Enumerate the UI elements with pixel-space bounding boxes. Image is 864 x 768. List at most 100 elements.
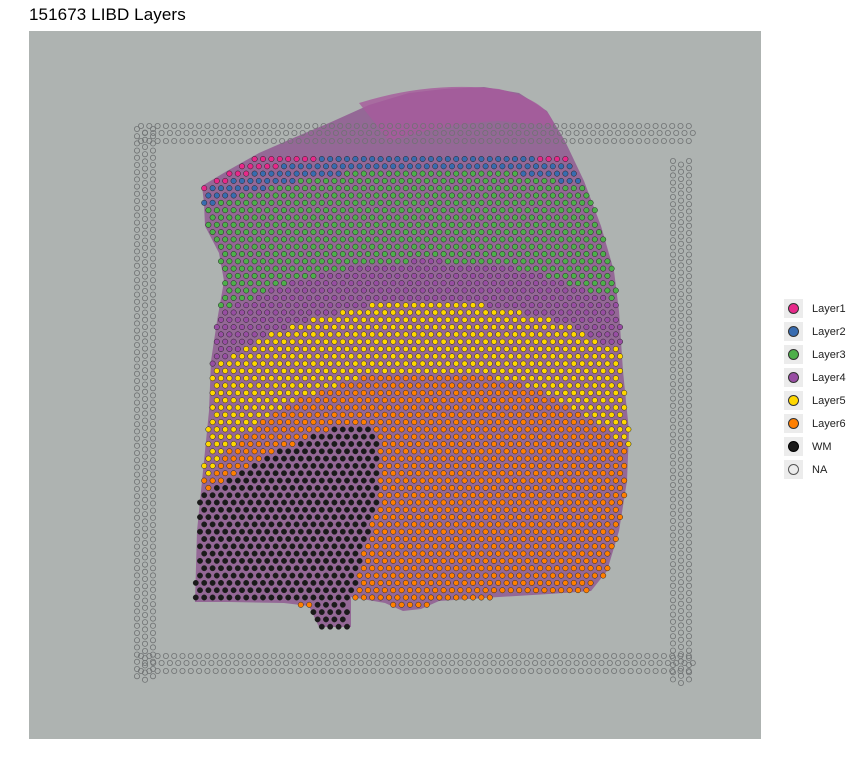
spot-l6 <box>575 587 581 594</box>
spot-na <box>432 130 439 137</box>
spot-na <box>142 403 149 410</box>
spot-l6 <box>520 448 527 455</box>
spot-l3 <box>541 236 548 243</box>
spot-l3 <box>369 243 376 250</box>
spot-na <box>341 130 348 137</box>
spot-na <box>678 514 685 521</box>
spot-l5 <box>419 302 426 309</box>
spot-l6 <box>449 426 455 433</box>
spot-l6 <box>503 433 510 440</box>
spot-l3 <box>461 185 468 192</box>
spot-na <box>670 388 677 395</box>
spot-l4 <box>285 287 292 294</box>
spot-l5 <box>239 426 245 433</box>
spot-l5 <box>524 338 531 345</box>
spot-wm <box>344 506 350 513</box>
spot-l5 <box>344 375 350 382</box>
spot-l5 <box>285 360 292 367</box>
spot-l4 <box>415 294 422 301</box>
spot-l3 <box>348 236 355 243</box>
spot-l6 <box>587 550 594 557</box>
spot-l6 <box>499 455 506 462</box>
spot-l6 <box>344 404 350 411</box>
spot-wm <box>335 506 342 513</box>
legend-dot-layer1 <box>788 303 799 314</box>
spot-na <box>150 183 157 190</box>
spot-l5 <box>377 360 384 367</box>
spot-l6 <box>545 579 552 586</box>
spot-na <box>577 138 584 145</box>
spot-l4 <box>512 302 518 309</box>
spot-l4 <box>558 294 565 301</box>
spot-na <box>678 535 685 542</box>
spot-na <box>241 130 248 137</box>
spot-l5 <box>285 331 292 338</box>
spot-l5 <box>247 353 254 360</box>
spot-na <box>150 291 157 298</box>
spot-na <box>283 130 290 137</box>
spot-l5 <box>213 426 220 433</box>
spot-na <box>678 226 685 233</box>
spot-wm <box>327 609 334 616</box>
spot-wm <box>318 506 325 513</box>
spot-l6 <box>423 572 430 579</box>
spot-l5 <box>323 367 329 374</box>
spot-l3 <box>289 265 296 272</box>
spot-na <box>204 653 211 660</box>
spot-l6 <box>234 462 241 469</box>
spot-l5 <box>234 433 241 440</box>
spot-l3 <box>524 221 531 228</box>
spot-l6 <box>495 506 502 513</box>
spot-l4 <box>495 272 502 279</box>
spot-l3 <box>394 185 401 192</box>
spot-na <box>142 208 149 215</box>
spot-l3 <box>356 236 363 243</box>
spot-na <box>150 241 157 248</box>
spot-l4 <box>281 324 287 331</box>
spot-l4 <box>465 280 472 287</box>
spot-l3 <box>524 207 531 214</box>
legend-dot-layer5 <box>788 395 799 406</box>
spot-wm <box>314 470 321 477</box>
spot-l6 <box>512 433 518 440</box>
spot-na <box>561 138 568 145</box>
spot-na <box>678 507 685 514</box>
spot-wm <box>260 594 266 601</box>
spot-l5 <box>486 331 493 338</box>
spot-na <box>678 197 685 204</box>
spot-l2 <box>281 163 287 170</box>
spot-l6 <box>566 499 573 506</box>
spot-l3 <box>293 243 300 250</box>
spot-l5 <box>541 382 548 389</box>
spot-l5 <box>281 397 287 404</box>
spot-l6 <box>486 579 493 586</box>
spot-l4 <box>537 272 544 279</box>
spot-na <box>519 668 526 675</box>
spot-l6 <box>533 470 539 477</box>
spot-l4 <box>306 280 313 287</box>
spot-l6 <box>281 426 287 433</box>
spot-l5 <box>352 360 359 367</box>
spot-na <box>162 123 169 130</box>
spot-l2 <box>524 163 531 170</box>
spot-na <box>316 130 323 137</box>
spot-wm <box>331 616 338 623</box>
spot-l3 <box>373 236 380 243</box>
spot-l6 <box>591 426 598 433</box>
spot-l5 <box>297 353 304 360</box>
spot-l6 <box>545 506 552 513</box>
spot-l3 <box>289 207 296 214</box>
spot-wm <box>281 499 287 506</box>
spot-l2 <box>398 163 405 170</box>
spot-l3 <box>251 243 258 250</box>
spot-wm <box>335 550 342 557</box>
spot-l5 <box>407 324 413 331</box>
spot-l6 <box>339 382 346 389</box>
spot-na <box>686 409 693 416</box>
spot-l2 <box>327 170 334 177</box>
spot-na <box>150 130 157 137</box>
spot-l6 <box>596 492 602 499</box>
spot-l6 <box>407 455 413 462</box>
spot-l6 <box>419 404 426 411</box>
spot-wm <box>268 462 275 469</box>
